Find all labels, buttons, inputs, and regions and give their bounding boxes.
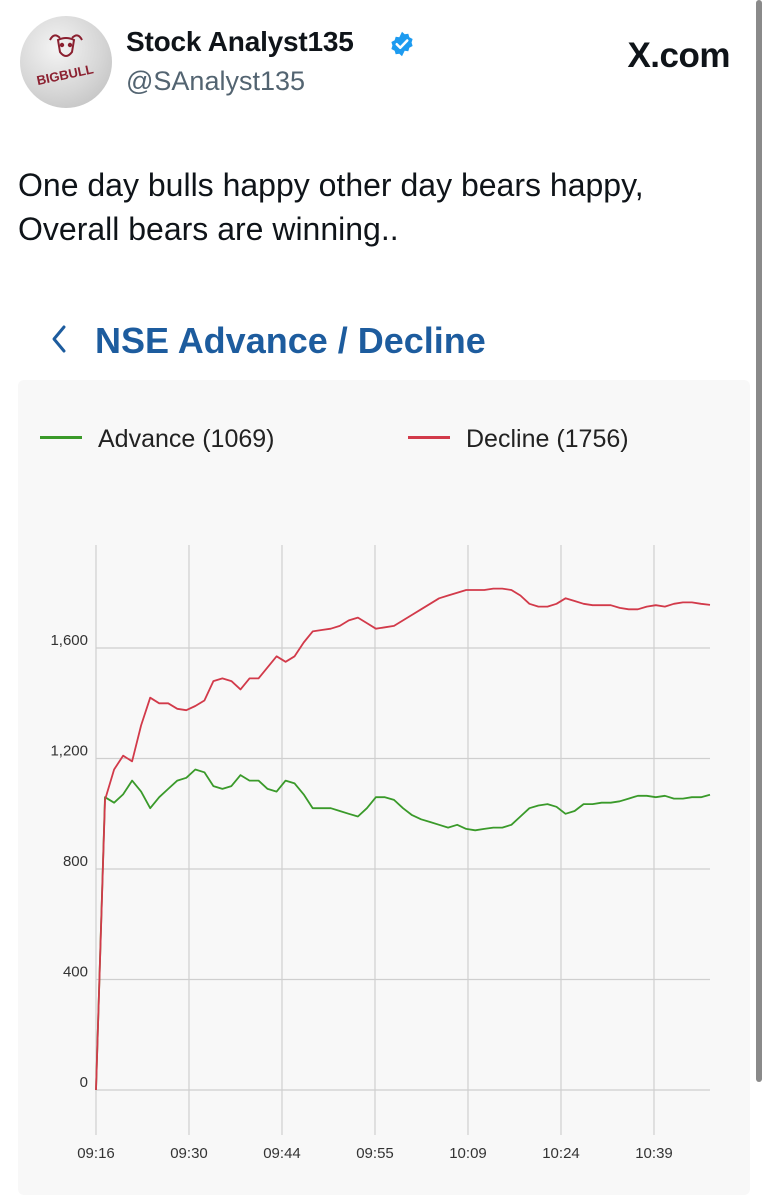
chart-title: NSE Advance / Decline: [95, 320, 486, 361]
legend-advance-label: Advance (1069): [98, 425, 275, 453]
bull-logo-icon: BIGBULL: [35, 34, 95, 88]
avatar[interactable]: BIGBULL: [20, 16, 112, 108]
y-tick-label: 0: [80, 1074, 88, 1091]
y-tick-label: 1,200: [50, 743, 88, 760]
display-name[interactable]: Stock Analyst135: [126, 26, 354, 57]
chart-panel: [18, 380, 750, 1195]
verified-badge-icon: [391, 31, 413, 57]
post-text-line: Overall bears are winning..: [18, 211, 399, 247]
x-tick-label: 10:39: [635, 1145, 673, 1162]
post-text: One day bulls happy other day bears happ…: [18, 163, 738, 251]
user-handle[interactable]: @SAnalyst135: [126, 66, 306, 96]
legend-decline-swatch: [408, 435, 450, 439]
legend-advance-swatch: [40, 435, 82, 439]
source-logo: X.com: [627, 36, 730, 75]
legend-advance[interactable]: Advance (1069): [40, 425, 275, 454]
y-tick-label: 800: [63, 853, 88, 870]
advance-series-line: [95, 768, 711, 1091]
x-tick-label: 09:44: [263, 1145, 301, 1162]
x-tick-label: 09:16: [77, 1145, 115, 1162]
y-tick-label: 1,600: [50, 632, 88, 649]
post-text-line: One day bulls happy other day bears happ…: [18, 167, 644, 203]
scrollbar[interactable]: [756, 0, 762, 1082]
legend-decline-label: Decline (1756): [466, 425, 629, 453]
y-tick-label: 400: [63, 964, 88, 981]
x-tick-label: 09:30: [170, 1145, 208, 1162]
x-tick-label: 10:24: [542, 1145, 580, 1162]
x-tick-label: 10:09: [449, 1145, 487, 1162]
x-tick-label: 09:55: [356, 1145, 394, 1162]
back-chevron-icon[interactable]: [48, 322, 70, 356]
decline-series-line: [95, 587, 711, 1091]
legend-decline[interactable]: Decline (1756): [408, 425, 629, 454]
